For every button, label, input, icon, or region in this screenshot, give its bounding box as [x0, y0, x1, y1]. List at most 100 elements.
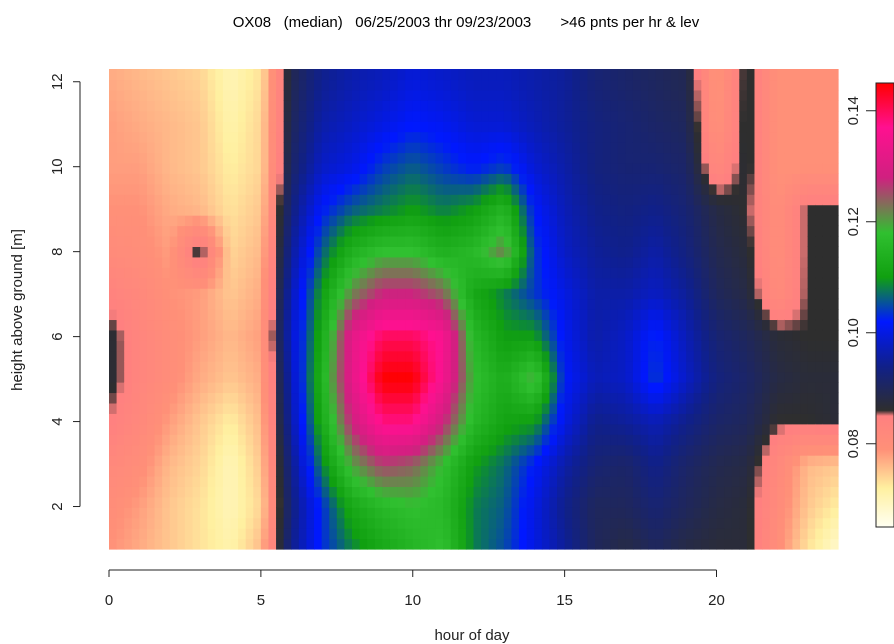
heatmap-cell	[519, 256, 528, 268]
heatmap-cell	[465, 434, 475, 446]
heatmap-cell	[739, 350, 748, 362]
heatmap-cell	[336, 204, 345, 216]
heatmap-cell	[640, 423, 649, 435]
heatmap-cell	[405, 538, 414, 550]
heatmap-cell	[716, 309, 725, 321]
heatmap-cell	[215, 465, 224, 477]
heatmap-cell	[686, 298, 695, 310]
heatmap-cell	[830, 235, 839, 247]
heatmap-cell	[412, 69, 421, 81]
heatmap-cell	[336, 371, 345, 383]
heatmap-cell	[488, 517, 497, 529]
heatmap-cell	[177, 350, 186, 362]
heatmap-cell	[481, 309, 490, 321]
heatmap-cell	[192, 319, 201, 331]
heatmap-cell	[276, 162, 285, 174]
colorbar	[875, 82, 894, 528]
heatmap-cell	[207, 309, 216, 321]
heatmap-cell	[245, 235, 254, 247]
heatmap-cell	[359, 204, 368, 216]
heatmap-cell	[724, 434, 733, 446]
heatmap-cell	[359, 486, 368, 498]
heatmap-cell	[792, 277, 801, 289]
heatmap-cell	[109, 402, 118, 414]
heatmap-cell	[549, 340, 558, 352]
heatmap-cell	[739, 455, 748, 467]
heatmap-cell	[382, 79, 391, 91]
heatmap-cell	[557, 121, 566, 133]
heatmap-cell	[184, 194, 194, 206]
heatmap-cell	[503, 319, 513, 331]
heatmap-cell	[503, 444, 513, 456]
heatmap-cell	[465, 382, 475, 394]
heatmap-cell	[207, 361, 216, 373]
heatmap-cell	[587, 183, 596, 195]
heatmap-cell	[716, 89, 725, 101]
heatmap-cell	[686, 486, 695, 498]
heatmap-cell	[701, 517, 710, 529]
heatmap-cell	[503, 100, 513, 112]
heatmap-cell	[427, 496, 437, 508]
heatmap-cell	[686, 89, 695, 101]
heatmap-cell	[526, 162, 535, 174]
heatmap-cell	[276, 475, 285, 487]
heatmap-cell	[207, 319, 216, 331]
heatmap-cell	[655, 413, 664, 425]
heatmap-cell	[367, 225, 376, 237]
heatmap-cell	[754, 69, 763, 81]
heatmap-cell	[329, 434, 338, 446]
heatmap-cell	[511, 194, 520, 206]
heatmap-cell	[625, 246, 634, 258]
heatmap-cell	[663, 434, 672, 446]
heatmap-cell	[443, 444, 452, 456]
heatmap-cell	[435, 100, 444, 112]
heatmap-cell	[450, 131, 459, 143]
heatmap-cell	[420, 100, 429, 112]
heatmap-cell	[374, 434, 383, 446]
heatmap-cell	[389, 298, 399, 310]
heatmap-cell	[572, 413, 581, 425]
heatmap-cell	[124, 110, 133, 122]
heatmap-cell	[344, 288, 353, 300]
heatmap-cell	[716, 423, 725, 435]
heatmap-cell	[298, 100, 308, 112]
heatmap-cell	[519, 382, 528, 394]
heatmap-cell	[154, 131, 163, 143]
heatmap-cell	[663, 215, 672, 227]
heatmap-cell	[815, 267, 824, 279]
heatmap-cell	[686, 455, 695, 467]
heatmap-cell	[184, 340, 194, 352]
heatmap-cell	[716, 131, 725, 143]
heatmap-cell	[443, 235, 452, 247]
heatmap-cell	[382, 162, 391, 174]
heatmap-cell	[222, 528, 232, 540]
heatmap-cell	[177, 413, 186, 425]
heatmap-cell	[724, 329, 733, 341]
heatmap-cell	[701, 507, 710, 519]
heatmap-cell	[708, 455, 718, 467]
heatmap-cell	[382, 246, 391, 258]
heatmap-cell	[200, 246, 209, 258]
heatmap-cell	[564, 267, 573, 279]
heatmap-cell	[822, 361, 831, 373]
heatmap-cell	[276, 319, 285, 331]
heatmap-cell	[359, 434, 368, 446]
heatmap-cell	[830, 444, 839, 456]
heatmap-cell	[579, 256, 588, 268]
heatmap-cell	[154, 110, 163, 122]
heatmap-cell	[458, 434, 467, 446]
heatmap-cell	[329, 371, 338, 383]
heatmap-cell	[139, 69, 148, 81]
heatmap-cell	[610, 350, 619, 362]
heatmap-cell	[169, 329, 178, 341]
heatmap-cell	[541, 361, 551, 373]
heatmap-cell	[359, 277, 368, 289]
heatmap-cell	[693, 225, 702, 237]
heatmap-cell	[769, 152, 778, 164]
heatmap-cell	[207, 475, 216, 487]
heatmap-cell	[344, 528, 353, 540]
heatmap-cell	[260, 486, 270, 498]
heatmap-cell	[192, 288, 201, 300]
heatmap-cell	[283, 204, 292, 216]
heatmap-cell	[693, 246, 702, 258]
